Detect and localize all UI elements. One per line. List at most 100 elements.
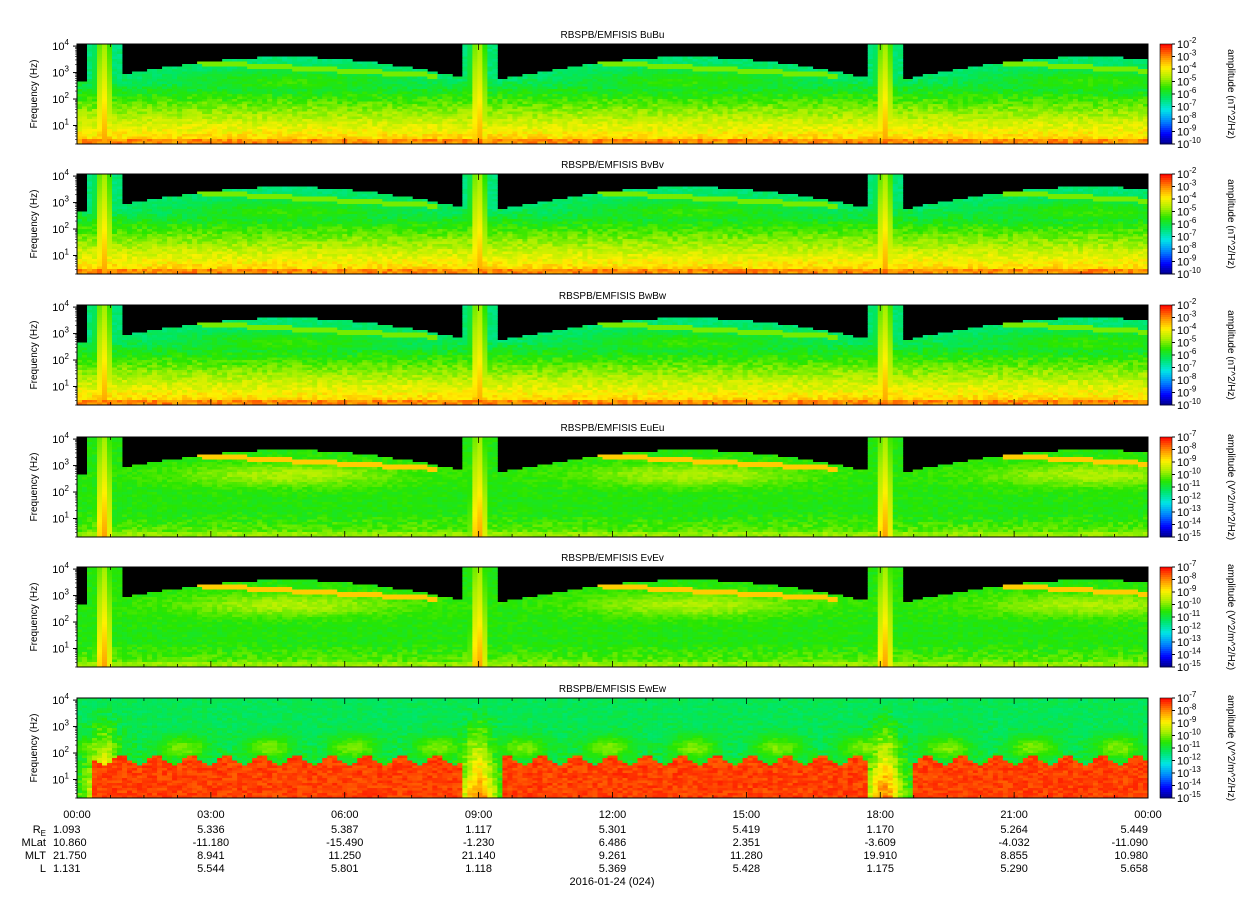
spectrogram-cell bbox=[482, 122, 487, 125]
spectrogram-cell bbox=[317, 62, 322, 65]
spectrogram-cell bbox=[608, 127, 613, 130]
spectrogram-cell bbox=[107, 109, 112, 112]
spectrogram-cell bbox=[517, 107, 522, 110]
spectrogram-cell bbox=[167, 127, 172, 130]
spectrogram-cell bbox=[92, 49, 97, 52]
spectrogram-cell bbox=[182, 127, 187, 130]
spectrogram-cell bbox=[172, 74, 177, 77]
spectrogram-cell bbox=[117, 124, 122, 127]
spectrogram-cell bbox=[402, 89, 407, 92]
spectrogram-cell bbox=[477, 67, 482, 70]
spectrogram-cell bbox=[312, 82, 317, 85]
spectrogram-cell bbox=[252, 77, 257, 80]
spectrogram-cell bbox=[507, 97, 512, 100]
spectrogram-cell bbox=[713, 124, 718, 127]
spectrogram-cell bbox=[77, 109, 82, 112]
spectrogram-cell bbox=[272, 139, 277, 142]
spectrogram-cell bbox=[407, 74, 412, 77]
spectrogram-cell bbox=[257, 137, 262, 140]
spectrogram-cell bbox=[412, 139, 417, 142]
spectrogram-cell bbox=[567, 109, 572, 112]
spectrogram-cell bbox=[272, 64, 277, 67]
spectrogram-cell bbox=[432, 99, 437, 102]
spectrogram-cell bbox=[653, 77, 658, 80]
spectrogram-cell bbox=[182, 102, 187, 105]
spectrogram-cell bbox=[497, 139, 502, 142]
spectrogram-cell bbox=[718, 92, 723, 95]
spectrogram-cell bbox=[87, 114, 92, 117]
spectrogram-cell bbox=[192, 72, 197, 75]
spectrogram-cell bbox=[648, 79, 653, 82]
spectrogram-cell bbox=[467, 54, 472, 57]
spectrogram-cell bbox=[137, 99, 142, 102]
spectrogram-cell bbox=[432, 87, 437, 90]
spectrogram-cell bbox=[312, 67, 317, 70]
spectrogram-cell bbox=[713, 119, 718, 122]
spectrogram-cell bbox=[392, 117, 397, 120]
spectrogram-cell bbox=[222, 84, 227, 87]
spectrogram-cell bbox=[412, 104, 417, 107]
spectrogram-cell bbox=[462, 94, 467, 97]
spectrogram-cell bbox=[207, 134, 212, 137]
spectrogram-cell bbox=[397, 87, 402, 90]
spectrogram-cell bbox=[492, 139, 497, 142]
spectrogram-cell bbox=[157, 74, 162, 77]
spectrogram-cell bbox=[708, 82, 713, 85]
spectrogram-cell bbox=[713, 87, 718, 90]
spectrogram-cell bbox=[372, 62, 377, 65]
spectrogram-cell bbox=[708, 122, 713, 125]
spectrogram-cell bbox=[708, 64, 713, 67]
spectrogram-cell bbox=[698, 67, 703, 70]
spectrogram-cell bbox=[362, 84, 367, 87]
spectrogram-cell bbox=[292, 139, 297, 142]
spectrogram-cell bbox=[492, 74, 497, 77]
spectrogram-cell bbox=[117, 77, 122, 80]
spectrogram-cell bbox=[127, 99, 132, 102]
spectrogram-cell bbox=[232, 137, 237, 140]
spectrogram-cell bbox=[97, 57, 102, 60]
spectrogram-cell bbox=[102, 94, 107, 97]
spectrogram-cell bbox=[492, 119, 497, 122]
spectrogram-cell bbox=[122, 119, 127, 122]
spectrogram-cell bbox=[572, 92, 577, 95]
spectrogram-cell bbox=[347, 62, 352, 65]
spectrogram-cell bbox=[492, 122, 497, 125]
spectrogram-cell bbox=[372, 129, 377, 132]
spectrogram-cell bbox=[688, 114, 693, 117]
spectrogram-cell bbox=[452, 119, 457, 122]
spectrogram-cell bbox=[87, 74, 92, 77]
spectrogram-cell bbox=[342, 122, 347, 125]
spectrogram-cell bbox=[162, 99, 167, 102]
spectrogram-cell bbox=[142, 134, 147, 137]
spectrogram-cell bbox=[267, 72, 272, 75]
spectrogram-cell bbox=[247, 114, 252, 117]
spectrogram-cell bbox=[422, 119, 427, 122]
spectrogram-cell bbox=[192, 99, 197, 102]
spectrogram-cell bbox=[678, 99, 683, 102]
spectrogram-cell bbox=[377, 124, 382, 127]
spectrogram-cell bbox=[207, 127, 212, 130]
spectrogram-cell bbox=[517, 79, 522, 82]
spectrogram-cell bbox=[668, 87, 673, 90]
spectrogram-cell bbox=[82, 117, 87, 120]
spectrogram-cell bbox=[592, 139, 597, 142]
spectrogram-cell bbox=[457, 94, 462, 97]
spectrogram-cell bbox=[623, 124, 628, 127]
spectrogram-cell bbox=[102, 59, 107, 62]
spectrogram-cell bbox=[582, 84, 587, 87]
spectrogram-cell bbox=[472, 49, 477, 52]
spectrogram-cell bbox=[197, 114, 202, 117]
spectrogram-cell bbox=[142, 89, 147, 92]
spectrogram-cell bbox=[332, 104, 337, 107]
spectrogram-cell bbox=[552, 74, 557, 77]
spectrogram-cell bbox=[698, 109, 703, 112]
spectrogram-cell bbox=[447, 77, 452, 80]
spectrogram-cell bbox=[557, 122, 562, 125]
spectrogram-cell bbox=[362, 122, 367, 125]
spectrogram-cell bbox=[162, 74, 167, 77]
spectrogram-cell bbox=[397, 99, 402, 102]
spectrogram-cell bbox=[668, 114, 673, 117]
spectrogram-cell bbox=[207, 64, 212, 67]
spectrogram-cell bbox=[613, 72, 618, 75]
spectrogram-cell bbox=[192, 102, 197, 105]
